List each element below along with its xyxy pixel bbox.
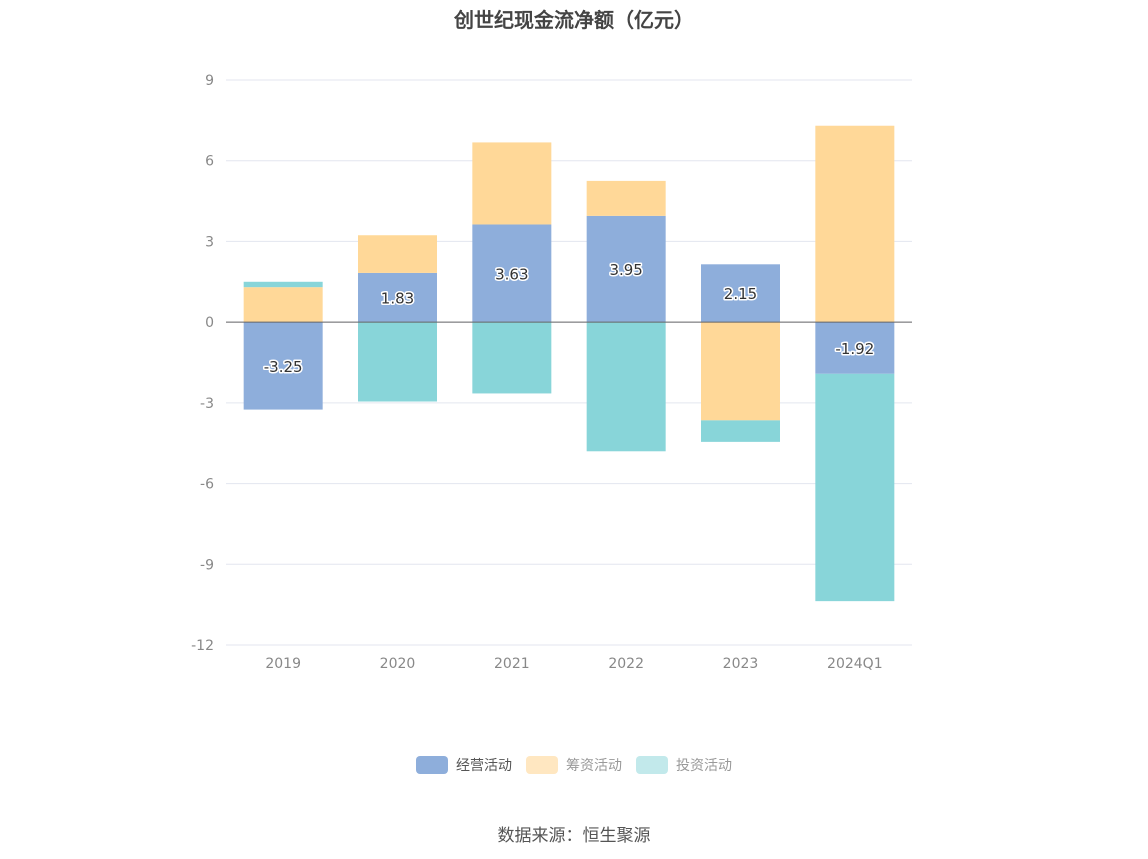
stacked-bar-chart: 9 6 3 0 -3 -6 -9 -12 2019 2020 2021 2022 2023 2024Q1 -… xyxy=(191,73,912,672)
y-tick-label: 9 xyxy=(205,73,214,89)
x-tick-label: 2019 xyxy=(265,656,301,672)
legend-item-operating[interactable]: 经营活动 xyxy=(416,755,512,775)
legend-swatch-investing xyxy=(636,756,668,774)
bar-segment xyxy=(243,322,323,410)
y-tick-label: -3 xyxy=(200,396,214,412)
bar-segment xyxy=(243,287,323,323)
bar-segment xyxy=(701,420,780,442)
y-tick-label: -6 xyxy=(200,477,214,493)
bar-segment xyxy=(815,125,895,323)
chart-title: 创世纪现金流净额（亿元） xyxy=(454,8,694,32)
y-tick-label: 3 xyxy=(205,234,214,250)
y-tick-label: 6 xyxy=(205,154,214,170)
bar-segment xyxy=(586,322,666,452)
bar-segment xyxy=(586,215,666,323)
legend-item-financing[interactable]: 筹资活动 xyxy=(526,755,622,775)
bar-segment xyxy=(243,281,323,288)
legend-swatch-operating xyxy=(416,756,448,774)
data-label: 2.15 xyxy=(724,285,757,303)
y-tick-label: 0 xyxy=(205,315,214,331)
x-tick-label: 2024Q1 xyxy=(827,656,883,672)
legend: 经营活动 筹资活动 投资活动 xyxy=(0,755,1148,775)
legend-label-financing: 筹资活动 xyxy=(566,758,622,774)
legend-swatch-financing xyxy=(526,756,558,774)
bar-segment xyxy=(358,272,437,323)
bar-segment xyxy=(815,373,895,602)
y-tick-label: -9 xyxy=(200,557,214,573)
bar-segment xyxy=(815,322,895,374)
x-tick-label: 2022 xyxy=(608,656,644,672)
x-tick-label: 2021 xyxy=(494,656,530,672)
data-label: 3.95 xyxy=(609,261,642,279)
bar-segment xyxy=(472,322,552,394)
data-label: 3.63 xyxy=(495,265,528,283)
bar-segment xyxy=(358,235,437,273)
x-tick-label: 2020 xyxy=(380,656,416,672)
bar-segment xyxy=(472,224,552,323)
bar-segment xyxy=(586,180,666,216)
data-label: -1.92 xyxy=(835,340,874,358)
data-source: 数据来源：恒生聚源 xyxy=(497,826,651,846)
legend-item-investing[interactable]: 投资活动 xyxy=(636,755,732,775)
bar-segment xyxy=(358,322,437,402)
x-tick-label: 2023 xyxy=(723,656,759,672)
bar-segment xyxy=(701,322,780,421)
legend-label-operating: 经营活动 xyxy=(456,758,512,774)
data-label: 1.83 xyxy=(381,290,414,308)
legend-label-investing: 投资活动 xyxy=(676,758,732,774)
data-label: -3.25 xyxy=(264,358,303,376)
y-tick-label: -12 xyxy=(191,638,214,654)
bar-segment xyxy=(472,142,552,225)
bar-segment xyxy=(701,264,780,323)
